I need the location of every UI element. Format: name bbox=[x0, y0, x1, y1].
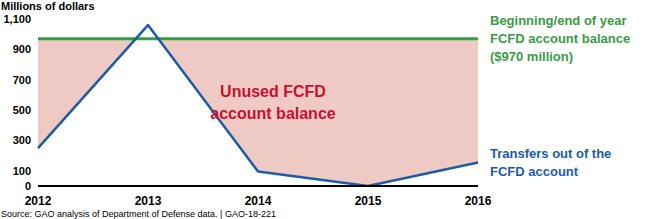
series-label: Beginning/end of yearFCFD account balanc… bbox=[490, 13, 630, 64]
y-tick-label: 100 bbox=[13, 165, 31, 177]
plot-area bbox=[38, 25, 478, 186]
chart-svg: 0 100 300 500 700 900 1,100 2012 2013 2014 2015 201… bbox=[0, 0, 650, 219]
x-axis-line bbox=[38, 185, 478, 187]
area-label: Unused FCFDaccount balance bbox=[210, 83, 335, 122]
area-group bbox=[38, 39, 478, 186]
y-tick-label: 1,100 bbox=[3, 13, 31, 25]
y-tick-label: 700 bbox=[13, 74, 31, 86]
series-line bbox=[38, 25, 478, 186]
x-tick-label: 2016 bbox=[465, 194, 492, 208]
unused-balance-area bbox=[38, 39, 478, 186]
source-note: Source: GAO analysis of Department of De… bbox=[1, 209, 276, 219]
y-tick-label: 300 bbox=[13, 134, 31, 146]
series-label: Transfers out of theFCFD account bbox=[490, 146, 611, 179]
y-tick-label: 900 bbox=[13, 43, 31, 55]
x-tick-label: 2012 bbox=[25, 194, 52, 208]
x-tick-label: 2013 bbox=[135, 194, 162, 208]
x-tick-label: 2015 bbox=[355, 194, 382, 208]
y-tick-label: 0 bbox=[25, 180, 31, 192]
series-line bbox=[38, 37, 478, 40]
y-tick-label: 500 bbox=[13, 104, 31, 116]
y-axis-title: Millions of dollars bbox=[1, 0, 95, 12]
chart-container: 0 100 300 500 700 900 1,100 2012 2013 2014 2015 201… bbox=[0, 0, 650, 219]
x-tick-label: 2014 bbox=[245, 194, 272, 208]
